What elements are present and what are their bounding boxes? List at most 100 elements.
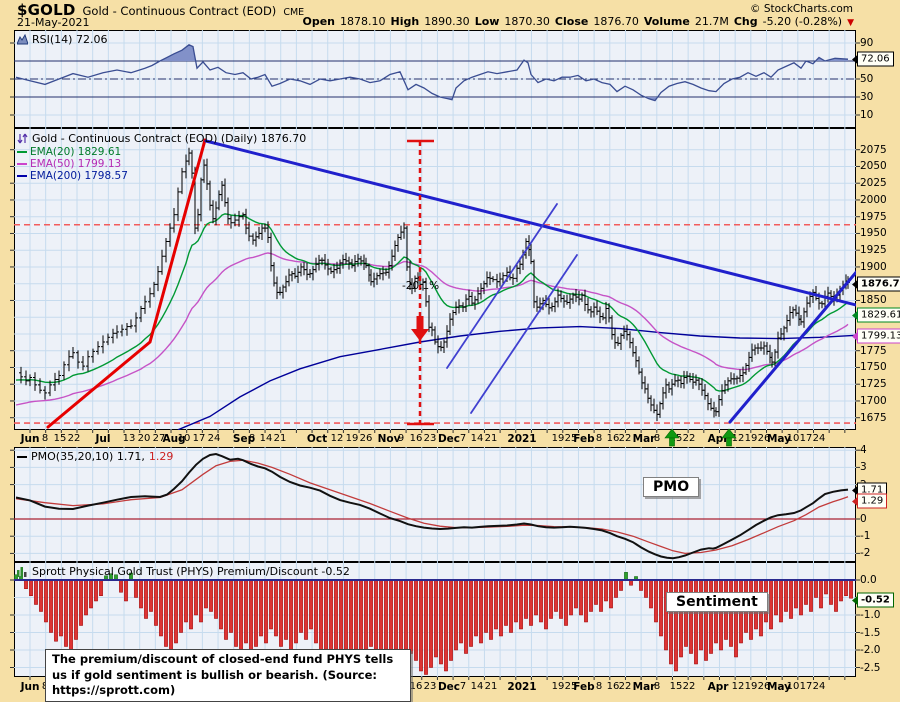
- y-axis-label: 1675: [860, 411, 887, 424]
- x-axis-label: 21: [484, 681, 498, 692]
- x-axis-label: Mar: [632, 433, 656, 445]
- x-axis-label: 27: [152, 433, 166, 444]
- open-label: Open: [302, 15, 335, 28]
- high-value: 1890.30: [424, 15, 470, 28]
- change-down-icon: ▼: [847, 18, 854, 28]
- low-label: Low: [474, 15, 500, 28]
- x-axis-label: 25: [564, 681, 578, 692]
- y-axis-label: 2050: [860, 160, 887, 173]
- x-axis-label: 2021: [507, 681, 537, 693]
- y-axis-label: 1975: [860, 210, 887, 223]
- x-axis-label: Apr: [707, 433, 729, 445]
- x-axis-label: 19: [345, 433, 359, 444]
- volume-label: Volume: [643, 15, 690, 28]
- ema20-swatch: [17, 151, 27, 153]
- legend-ema50: EMA(50) 1799.13: [17, 158, 121, 170]
- x-axis-label: 14: [470, 681, 484, 692]
- sentiment-label: Sprott Physical Gold Trust (PHYS) Premiu…: [32, 565, 350, 578]
- x-axis-label: 16: [606, 433, 620, 444]
- x-axis-label: 15: [669, 433, 683, 444]
- x-axis-label: 10: [786, 433, 800, 444]
- x-axis-label: 24: [812, 433, 826, 444]
- change-value: -5.20 (-0.28%): [762, 15, 843, 28]
- price-panel: [14, 128, 856, 430]
- x-axis-label: 22: [682, 681, 696, 692]
- x-axis-label: 19: [551, 433, 565, 444]
- histogram-icon: [17, 567, 27, 577]
- x-axis-label: 8: [653, 433, 661, 444]
- pmo-panel: [14, 447, 856, 562]
- y-axis-label: 30: [860, 91, 874, 103]
- y-axis-label: 1850: [860, 294, 887, 307]
- x-axis-label: 8: [248, 433, 256, 444]
- sentiment-note-box: The premium/discount of closed-end fund …: [45, 649, 411, 702]
- x-axis-label: 17: [799, 433, 813, 444]
- x-axis-label: 9: [397, 433, 405, 444]
- legend-ema200-label: EMA(200) 1798.57: [30, 170, 128, 182]
- x-axis-label: 19: [744, 433, 758, 444]
- y-axis-label: 2000: [860, 193, 887, 206]
- x-axis-label: 24: [812, 681, 826, 692]
- y-axis-label: 0: [860, 513, 867, 525]
- x-axis-label: 24: [207, 433, 221, 444]
- x-axis-label: 26: [359, 433, 373, 444]
- x-axis-label: 16: [409, 433, 423, 444]
- x-axis-label: 7: [459, 433, 467, 444]
- x-axis-label: 2021: [507, 433, 537, 445]
- y-axis-label: 1950: [860, 227, 887, 240]
- x-axis-label: 8: [595, 681, 603, 692]
- x-axis-label: 22: [682, 433, 696, 444]
- exchange: CME: [283, 7, 305, 18]
- rsi-panel: [14, 30, 856, 128]
- x-axis-label: 14: [470, 433, 484, 444]
- x-axis-label: May: [766, 433, 792, 445]
- x-axis-label: Nov: [377, 433, 401, 445]
- x-axis-label: 21: [484, 433, 498, 444]
- legend-ema200: EMA(200) 1798.57: [17, 170, 128, 182]
- y-axis-label: 1700: [860, 394, 887, 407]
- x-axis-label: Oct: [306, 433, 328, 445]
- y-axis-label: 50: [860, 73, 874, 85]
- pmo-annotation-box: PMO: [643, 477, 700, 497]
- legend-ema20-label: EMA(20) 1829.61: [30, 146, 122, 158]
- low-value: 1870.30: [504, 15, 550, 28]
- pmo-label-row: PMO(35,20,10) 1.71, 1.29: [17, 450, 173, 463]
- candlestick-icon: [17, 133, 28, 144]
- value-box: 1799.13: [851, 328, 900, 344]
- x-axis-label: 8: [41, 433, 49, 444]
- value-box: -0.52: [852, 592, 894, 608]
- y-axis-label: -2: [860, 547, 871, 560]
- close-value: 1876.70: [593, 15, 639, 28]
- x-axis-label: 25: [564, 433, 578, 444]
- y-axis-label: 4: [860, 444, 867, 457]
- x-axis-label: 15: [669, 681, 683, 692]
- y-axis-label: 3: [860, 461, 867, 474]
- y-axis-label: 2025: [860, 177, 887, 190]
- x-axis-label: 19: [744, 681, 758, 692]
- x-axis-label: Jul: [95, 433, 111, 445]
- rsi-label-row: RSI(14) 72.06: [17, 33, 107, 46]
- y-axis-label: 1925: [860, 244, 887, 257]
- x-axis-label: Apr: [707, 681, 729, 693]
- x-axis-label: Jun: [20, 433, 40, 445]
- x-axis-label: 12: [731, 681, 745, 692]
- pmo-label: PMO(35,20,10) 1.71,: [31, 450, 145, 463]
- x-axis-label: 19: [551, 681, 565, 692]
- x-axis-label: 20: [137, 433, 151, 444]
- x-axis-label: 16: [409, 681, 423, 692]
- high-label: High: [390, 15, 420, 28]
- x-axis-label: 15: [53, 433, 67, 444]
- value-box: 1876.70: [852, 276, 900, 292]
- open-value: 1878.10: [340, 15, 386, 28]
- change-label: Chg: [733, 15, 758, 28]
- y-axis-label: -1: [860, 530, 871, 543]
- quote-bar: Open 1878.10 High 1890.30 Low 1870.30 Cl…: [302, 15, 854, 28]
- x-axis-label: 8: [653, 681, 661, 692]
- y-axis-label: 10: [860, 109, 874, 121]
- x-axis-label: 16: [606, 681, 620, 692]
- close-label: Close: [554, 15, 589, 28]
- x-axis-label: Dec: [437, 681, 461, 693]
- x-axis-label: 12: [330, 433, 344, 444]
- y-axis-label: 1725: [860, 378, 887, 391]
- legend-ema50-label: EMA(50) 1799.13: [30, 158, 122, 170]
